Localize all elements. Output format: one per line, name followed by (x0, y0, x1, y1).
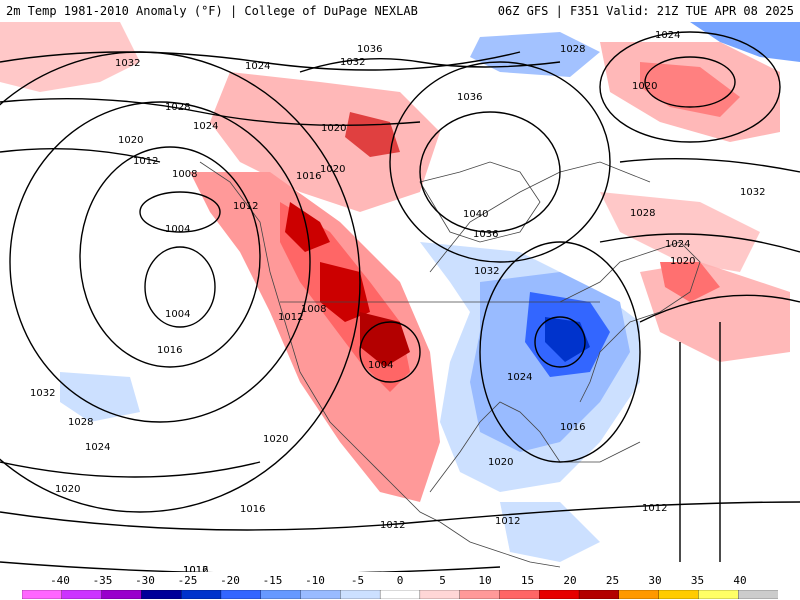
colorbar-swatch (539, 590, 580, 599)
title-bar: 2m Temp 1981-2010 Anomaly (°F) | College… (0, 0, 800, 22)
isobar-label: 1020 (55, 484, 80, 495)
isobar-label: 1028 (560, 44, 585, 55)
colorbar-swatch (379, 590, 421, 599)
colorbar-swatch (698, 590, 739, 599)
isobar-label: 1012 (642, 503, 667, 514)
isobar-label: 1020 (670, 256, 695, 267)
isobar-label: 1032 (340, 57, 365, 68)
colorbar-swatch (101, 590, 143, 599)
isobar-label: 1032 (30, 388, 55, 399)
colorbar-ticks: -40 -35 -30 -25 -20 -15 -10 -5 0 5 10 15 20 25 30 35 40 (0, 572, 800, 588)
colorbar-swatch (419, 590, 461, 599)
isobar-label: 1024 (85, 442, 110, 453)
model-run-info: 06Z GFS | F351 Valid: 21Z TUE APR 08 202… (497, 4, 794, 18)
isobar-label: 1012 (183, 565, 208, 572)
colorbar (22, 590, 778, 599)
isobar-label: 1020 (118, 135, 143, 146)
colorbar-tick-label: 30 (648, 574, 662, 587)
isobar-label: 1028 (68, 417, 93, 428)
colorbar-swatch (300, 590, 341, 599)
isobar-label: 1004 (368, 360, 393, 371)
isobar-label: 1012 (380, 520, 405, 531)
colorbar-tick-label: 10 (478, 574, 492, 587)
colorbar-swatch (658, 590, 700, 599)
geographic-outlines (199, 161, 701, 568)
colorbar-tick-label: -40 (50, 574, 70, 587)
colorbar-tick-label: -35 (92, 574, 113, 587)
isobar-label: 1004 (165, 309, 190, 320)
isobar-label: 1028 (165, 102, 190, 113)
isobar-label: 1020 (321, 123, 346, 134)
isobar-label: 1008 (301, 304, 326, 315)
colorbar-swatch (141, 590, 182, 599)
isobar-label: 1024 (245, 61, 270, 72)
isobar-label: 1036 (357, 44, 382, 55)
isobar-label: 1004 (165, 224, 190, 235)
isobar-label: 1036 (457, 92, 482, 103)
colorbar-swatch (22, 590, 63, 599)
isobar-label: 1012 (495, 516, 520, 527)
isobar-label: 1024 (655, 30, 680, 41)
product-title: 2m Temp 1981-2010 Anomaly (°F) | College… (6, 4, 418, 18)
colorbar-tick-label: 5 (439, 574, 446, 587)
colorbar-swatch (738, 590, 778, 599)
colorbar-tick-label: 40 (733, 574, 747, 587)
isobar-label: 1016 (296, 171, 321, 182)
isobar-label: 1012 (278, 312, 303, 323)
colorbar-tick-label: 0 (396, 574, 404, 587)
isobar-label: 1032 (474, 266, 499, 277)
isobar-label: 1020 (320, 164, 345, 175)
isobar-label: 1016 (157, 345, 182, 356)
isobar-label: 1032 (115, 58, 140, 69)
isobar-label: 1016 (183, 565, 208, 572)
isobar-label: 1020 (263, 434, 288, 445)
colorbar-swatch (340, 590, 381, 599)
colorbar-swatch (181, 590, 222, 599)
isobar-contours (0, 31, 800, 572)
colorbar-swatch (499, 590, 540, 599)
warm-anomaly-shading (0, 22, 790, 502)
colorbar-tick-label: -5 (350, 574, 365, 587)
isobar-label: 1016 (240, 504, 265, 515)
isobar-label: 1020 (488, 457, 513, 468)
isobar-label: 1032 (740, 187, 765, 198)
colorbar-tick-label: -20 (220, 574, 240, 587)
colorbar-swatch (61, 590, 103, 599)
isobar-label: 1024 (665, 239, 690, 250)
colorbar-tick-label: -15 (262, 574, 283, 587)
colorbar-swatch (578, 590, 620, 599)
colorbar-tick-label: 35 (690, 574, 705, 587)
colorbar-tick-label: -10 (305, 574, 325, 587)
colorbar-tick-label: 15 (520, 574, 535, 587)
colorbar-swatch (618, 590, 660, 599)
colorbar-tick-label: -25 (177, 574, 198, 587)
isobar-label: 1024 (193, 121, 218, 132)
isobar-label: 1040 (463, 209, 488, 220)
colorbar-tick-label: -30 (135, 574, 155, 587)
isobar-label: 1036 (473, 229, 498, 240)
colorbar-tick-label: 20 (563, 574, 577, 587)
isobar-label: 1016 (560, 422, 585, 433)
colorbar-swatch (459, 590, 501, 599)
isobar-label: 1012 (233, 201, 258, 212)
isobar-label: 1020 (632, 81, 657, 92)
isobar-label: 1008 (172, 169, 197, 180)
colorbar-tick-label: 25 (605, 574, 620, 587)
isobar-label: 1028 (630, 208, 655, 219)
colorbar-swatch (220, 590, 262, 599)
isobar-label: 1012 (133, 156, 158, 167)
isobar-label: 1024 (507, 372, 532, 383)
colorbar-swatch (260, 590, 302, 599)
